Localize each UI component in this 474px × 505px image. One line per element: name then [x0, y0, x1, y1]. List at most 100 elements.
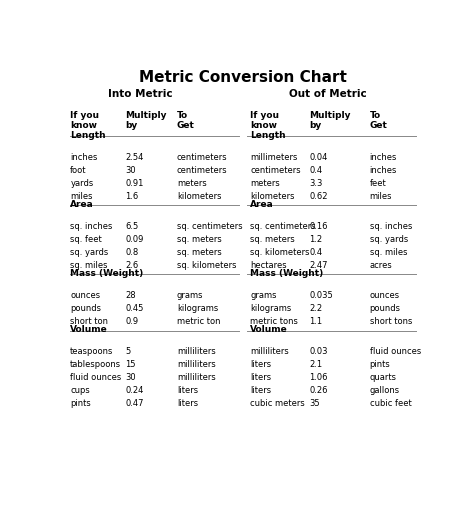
Text: milliliters: milliliters [177, 346, 216, 356]
Text: fluid ounces: fluid ounces [70, 372, 121, 381]
Text: ounces: ounces [370, 290, 400, 299]
Text: meters: meters [177, 178, 207, 187]
Text: 0.09: 0.09 [125, 234, 144, 243]
Text: pints: pints [370, 359, 391, 368]
Text: metric ton: metric ton [177, 316, 220, 325]
Text: Metric Conversion Chart: Metric Conversion Chart [139, 70, 347, 85]
Text: 0.16: 0.16 [309, 222, 328, 231]
Text: 0.035: 0.035 [309, 290, 333, 299]
Text: kilometers: kilometers [177, 191, 221, 200]
Text: sq. yards: sq. yards [70, 247, 109, 256]
Text: pints: pints [70, 398, 91, 407]
Text: To
Get: To Get [370, 111, 388, 130]
Text: inches: inches [370, 153, 397, 162]
Text: inches: inches [370, 166, 397, 175]
Text: liters: liters [250, 372, 272, 381]
Text: sq. kilometers: sq. kilometers [177, 260, 237, 269]
Text: centimeters: centimeters [250, 166, 301, 175]
Text: Area: Area [250, 200, 274, 209]
Text: 6.5: 6.5 [125, 222, 138, 231]
Text: 3.3: 3.3 [309, 178, 322, 187]
Text: 0.4: 0.4 [309, 166, 322, 175]
Text: kilometers: kilometers [250, 191, 295, 200]
Text: foot: foot [70, 166, 87, 175]
Text: Length: Length [70, 131, 106, 140]
Text: 2.6: 2.6 [125, 260, 138, 269]
Text: sq. inches: sq. inches [370, 222, 412, 231]
Text: Length: Length [250, 131, 286, 140]
Text: Mass (Weight): Mass (Weight) [250, 269, 324, 278]
Text: grams: grams [250, 290, 277, 299]
Text: Volume: Volume [250, 325, 288, 334]
Text: 0.26: 0.26 [309, 385, 328, 394]
Text: milliliters: milliliters [177, 359, 216, 368]
Text: metric tons: metric tons [250, 316, 298, 325]
Text: 1.6: 1.6 [125, 191, 138, 200]
Text: kilograms: kilograms [177, 303, 218, 312]
Text: liters: liters [250, 359, 272, 368]
Text: millimeters: millimeters [250, 153, 298, 162]
Text: meters: meters [250, 178, 280, 187]
Text: 35: 35 [309, 398, 319, 407]
Text: 2.2: 2.2 [309, 303, 322, 312]
Text: inches: inches [70, 153, 98, 162]
Text: 0.62: 0.62 [309, 191, 328, 200]
Text: 15: 15 [125, 359, 136, 368]
Text: 0.24: 0.24 [125, 385, 144, 394]
Text: 0.47: 0.47 [125, 398, 144, 407]
Text: Volume: Volume [70, 325, 108, 334]
Text: milliliters: milliliters [250, 346, 289, 356]
Text: miles: miles [370, 191, 392, 200]
Text: feet: feet [370, 178, 386, 187]
Text: gallons: gallons [370, 385, 400, 394]
Text: 0.8: 0.8 [125, 247, 138, 256]
Text: 0.91: 0.91 [125, 178, 144, 187]
Text: centimeters: centimeters [177, 166, 228, 175]
Text: sq. meters: sq. meters [177, 247, 221, 256]
Text: fluid ounces: fluid ounces [370, 346, 421, 356]
Text: tablespoons: tablespoons [70, 359, 121, 368]
Text: pounds: pounds [70, 303, 101, 312]
Text: Area: Area [70, 200, 94, 209]
Text: cubic feet: cubic feet [370, 398, 411, 407]
Text: grams: grams [177, 290, 203, 299]
Text: cups: cups [70, 385, 90, 394]
Text: milliliters: milliliters [177, 372, 216, 381]
Text: cubic meters: cubic meters [250, 398, 305, 407]
Text: sq. miles: sq. miles [70, 260, 108, 269]
Text: sq. feet: sq. feet [70, 234, 102, 243]
Text: 30: 30 [125, 372, 136, 381]
Text: sq. meters: sq. meters [250, 234, 295, 243]
Text: 5: 5 [125, 346, 131, 356]
Text: ounces: ounces [70, 290, 100, 299]
Text: acres: acres [370, 260, 392, 269]
Text: yards: yards [70, 178, 93, 187]
Text: sq. miles: sq. miles [370, 247, 407, 256]
Text: kilograms: kilograms [250, 303, 292, 312]
Text: 1.1: 1.1 [309, 316, 322, 325]
Text: 2.1: 2.1 [309, 359, 322, 368]
Text: sq. centimeters: sq. centimeters [250, 222, 316, 231]
Text: liters: liters [177, 398, 198, 407]
Text: 0.04: 0.04 [309, 153, 328, 162]
Text: short ton: short ton [70, 316, 108, 325]
Text: If you
know: If you know [250, 111, 279, 130]
Text: If you
know: If you know [70, 111, 99, 130]
Text: short tons: short tons [370, 316, 412, 325]
Text: 28: 28 [125, 290, 136, 299]
Text: Out of Metric: Out of Metric [289, 89, 366, 99]
Text: 30: 30 [125, 166, 136, 175]
Text: Into Metric: Into Metric [108, 89, 173, 99]
Text: 0.03: 0.03 [309, 346, 328, 356]
Text: 1.2: 1.2 [309, 234, 322, 243]
Text: sq. yards: sq. yards [370, 234, 408, 243]
Text: sq. meters: sq. meters [177, 234, 221, 243]
Text: liters: liters [250, 385, 272, 394]
Text: Multiply
by: Multiply by [125, 111, 167, 130]
Text: hectares: hectares [250, 260, 287, 269]
Text: 1.06: 1.06 [309, 372, 328, 381]
Text: teaspoons: teaspoons [70, 346, 114, 356]
Text: To
Get: To Get [177, 111, 195, 130]
Text: liters: liters [177, 385, 198, 394]
Text: 0.45: 0.45 [125, 303, 144, 312]
